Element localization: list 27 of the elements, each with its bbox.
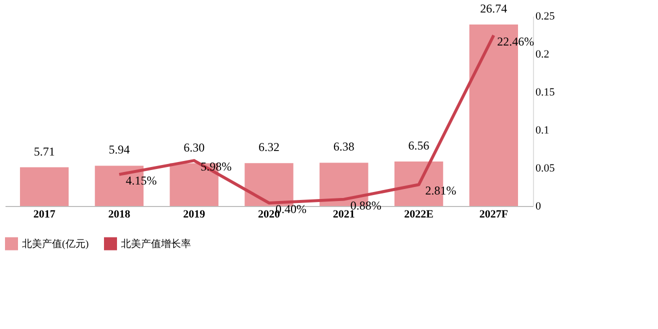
data-label: 6.56 xyxy=(408,138,430,152)
x-tick-label: 2019 xyxy=(183,208,206,220)
y2-tick-label: 0.05 xyxy=(536,162,556,174)
x-tick-label: 2021 xyxy=(332,208,355,220)
x-tick-label: 2018 xyxy=(108,208,131,220)
y2-tick-label: 0.25 xyxy=(536,10,556,22)
data-label: 4.15% xyxy=(126,173,157,188)
data-label: 5.71 xyxy=(34,144,55,158)
y2-tick-label: 0.2 xyxy=(536,48,550,60)
y2-tick-label: 0.15 xyxy=(536,86,556,98)
data-label: 6.32 xyxy=(258,140,280,154)
data-label: 2.81% xyxy=(425,184,456,198)
x-tick-label: 2022E xyxy=(404,208,434,220)
data-label: 5.98% xyxy=(200,160,232,174)
y2-tick-label: 0.1 xyxy=(536,124,550,136)
x-tick-label: 2027F xyxy=(479,208,508,220)
bar xyxy=(20,167,69,206)
legend-label: 北美产值(亿元) xyxy=(22,238,89,250)
x-tick-label: 2017 xyxy=(33,208,56,220)
data-label: 6.38 xyxy=(333,140,354,154)
data-label: 5.94 xyxy=(108,142,130,157)
data-label: 22.46% xyxy=(497,34,534,48)
data-label: 26.74 xyxy=(480,2,508,16)
legend-label: 北美产值增长率 xyxy=(121,238,191,250)
bar xyxy=(244,163,294,206)
y2-tick-label: 0 xyxy=(536,200,542,212)
data-label: 6.30 xyxy=(184,140,205,154)
